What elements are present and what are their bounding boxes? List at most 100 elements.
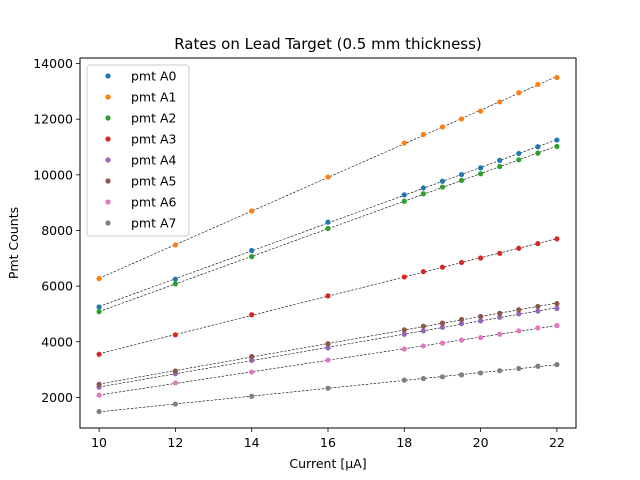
legend-marker [105,199,111,205]
data-point [535,325,541,331]
y-tick-label: 4000 [41,334,73,349]
data-point [96,381,102,387]
data-point [325,225,331,232]
data-point [401,198,407,204]
data-point [325,219,331,225]
data-point [249,247,255,254]
data-point [554,137,560,143]
legend-marker [105,157,111,163]
data-point [325,174,331,180]
y-axis-label: Pmt Counts [6,207,21,279]
data-point [516,245,522,251]
data-point [420,343,426,349]
data-point [516,157,522,163]
data-point [96,276,102,282]
data-point [325,385,331,391]
legend-marker [105,136,111,142]
x-tick-label: 18 [396,435,412,450]
data-point [249,208,255,214]
data-point [439,124,446,130]
x-tick-label: 20 [473,435,489,450]
data-point [439,178,446,184]
data-point [325,345,331,351]
data-point [554,323,560,329]
data-point [249,254,255,260]
x-tick-label: 16 [320,435,336,450]
data-point [172,401,178,407]
legend: pmt A0 pmt A1 pmt A2 pmt A3 pmt A4 pmt A5 pmt … [86,64,190,237]
data-point [439,340,446,346]
data-point [497,331,503,337]
data-point [554,301,560,307]
data-point [458,337,465,343]
data-point [96,351,102,357]
data-point [497,368,503,374]
x-tick-label: 22 [549,435,565,450]
legend-marker [105,73,111,79]
data-point [401,331,407,337]
y-tick-label: 2000 [41,390,73,405]
data-point [420,323,426,329]
data-point [497,99,503,105]
data-point [478,313,484,320]
data-point [458,177,465,184]
data-point [478,165,484,171]
data-point [458,116,465,122]
data-point [458,259,465,266]
data-point [249,353,255,360]
data-point [172,281,178,287]
data-point [535,303,541,310]
data-point [439,374,446,380]
data-point [401,140,407,146]
legend-label: pmt A4 [131,153,177,168]
legend-marker [105,178,111,184]
data-point [172,242,178,248]
data-point [535,240,541,247]
data-point [420,328,426,334]
data-point [497,310,503,316]
y-tick-label: 14000 [33,56,73,71]
data-point [535,308,541,314]
data-points [96,74,560,415]
data-point [478,318,484,324]
data-point [497,314,503,320]
data-point [249,393,255,399]
data-point [172,276,178,282]
chart-title: Rates on Lead Target (0.5 mm thickness) [174,35,482,53]
y-tick-label: 12000 [33,112,73,127]
legend-label: pmt A0 [131,69,177,84]
data-point [497,157,503,163]
data-point [516,150,522,157]
x-axis-label: Current [μA] [289,456,366,471]
x-tick-label: 12 [167,435,183,450]
data-point [401,327,407,333]
legend-marker [105,115,111,121]
data-point [535,144,541,150]
data-point [172,380,178,386]
data-point [249,369,255,375]
data-point [516,307,522,313]
data-point [497,163,503,170]
legend-label: pmt A3 [131,132,177,147]
data-point [458,321,465,327]
data-point [458,171,465,178]
data-point [554,361,560,368]
data-point [439,184,446,190]
x-axis: 10 12 14 16 18 20 22 [91,428,565,450]
data-point [458,372,465,378]
y-tick-label: 6000 [41,279,73,294]
data-point [497,250,503,256]
data-point [401,192,407,198]
data-point [420,269,426,275]
data-point [516,365,522,372]
x-tick-label: 10 [91,435,107,450]
data-point [535,150,541,156]
data-point [420,131,426,138]
data-point [478,108,484,114]
legend-box [86,64,190,237]
data-point [439,264,446,270]
data-point [96,309,102,315]
data-point [401,377,407,383]
y-tick-label: 8000 [41,223,73,238]
